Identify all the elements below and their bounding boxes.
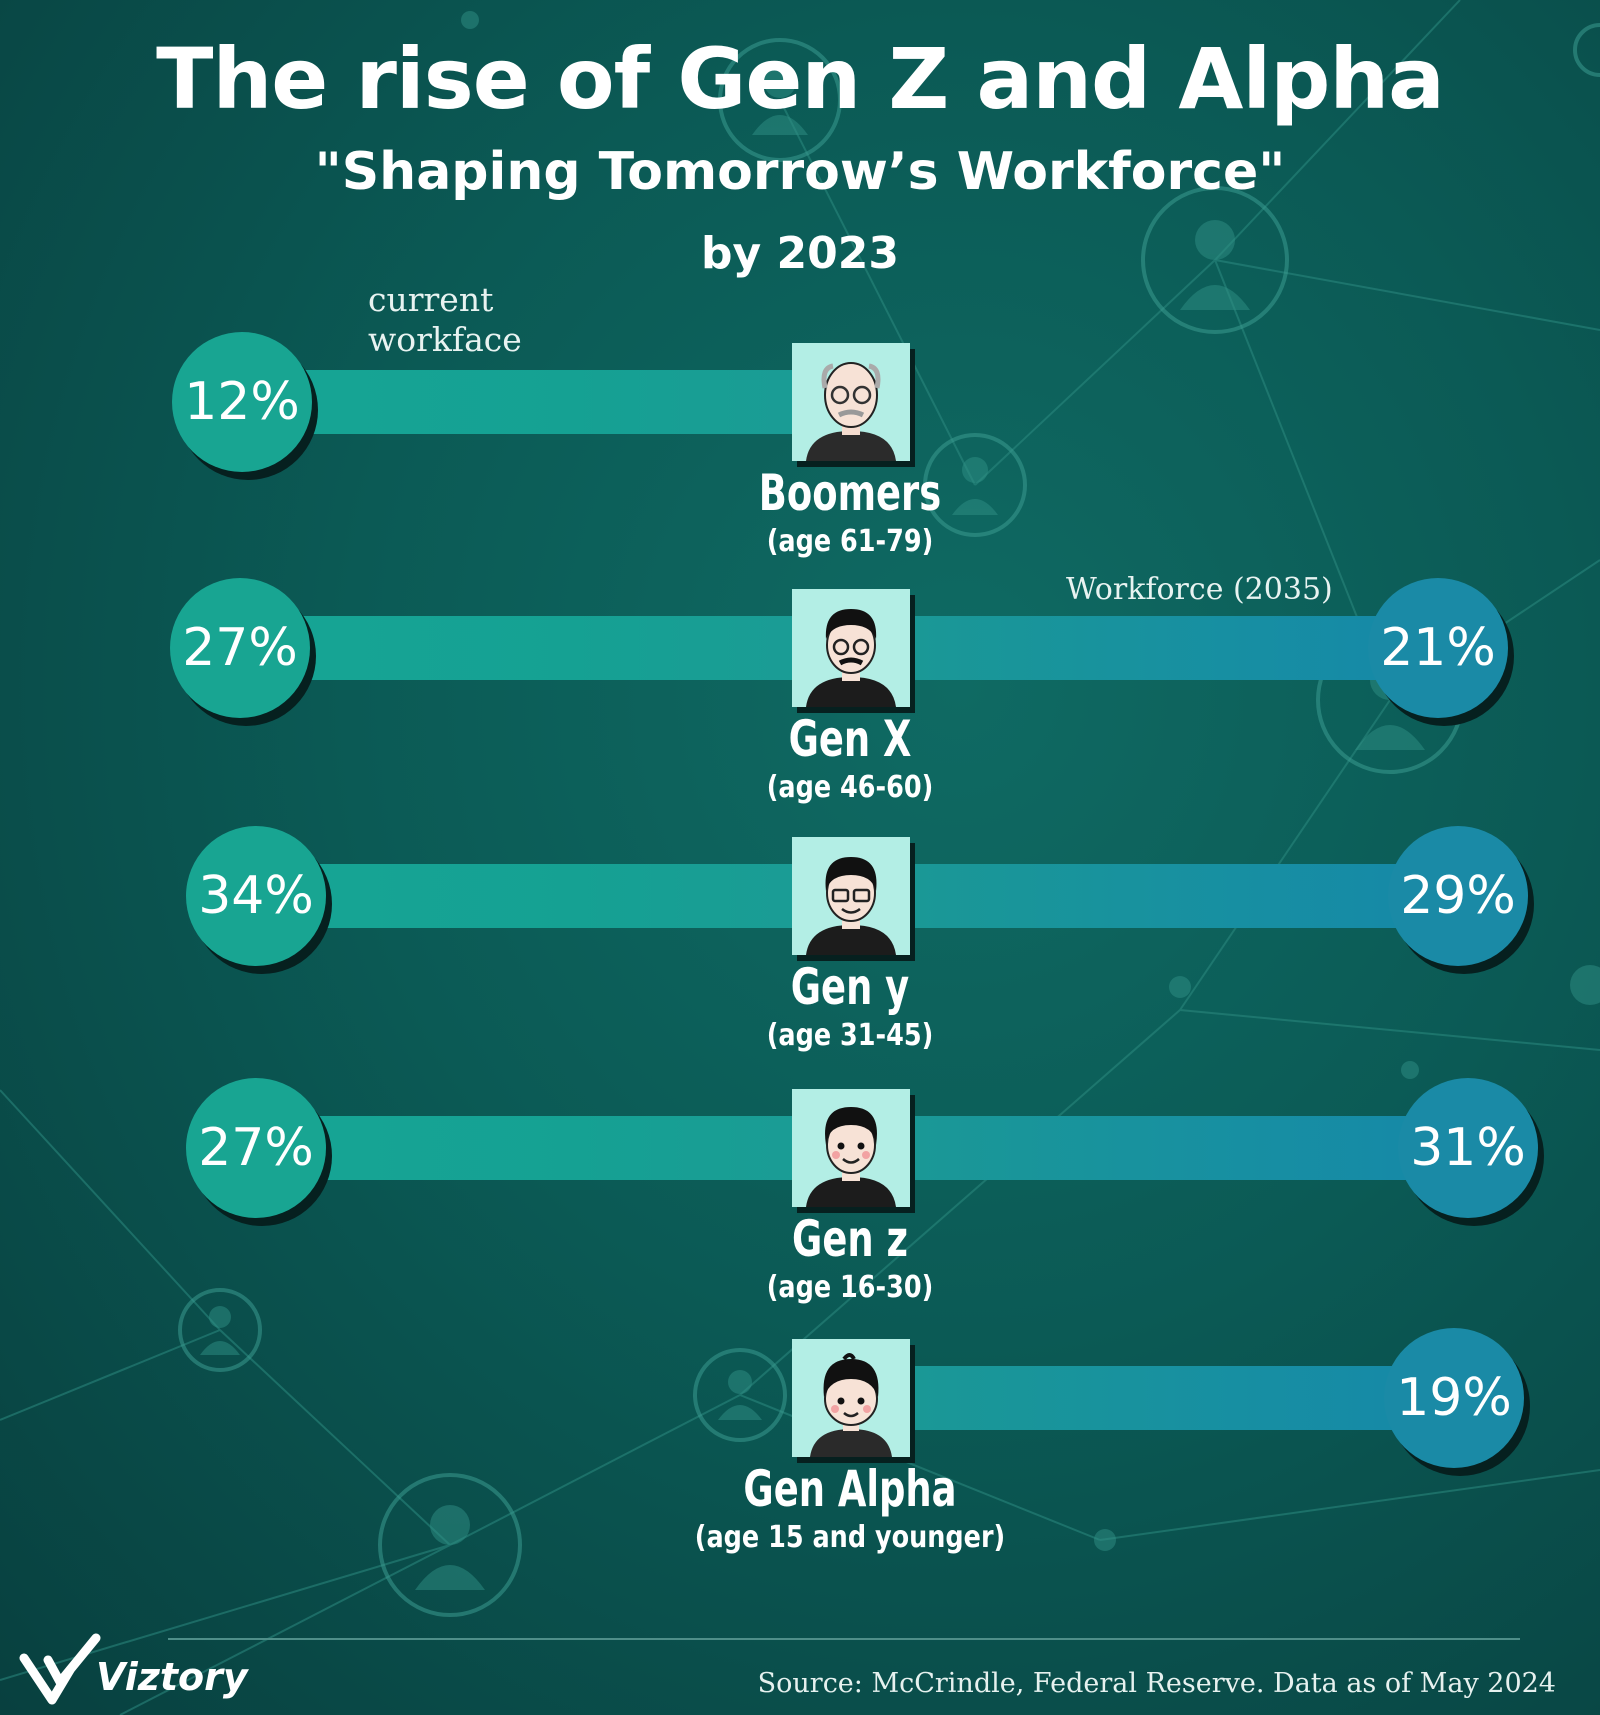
avatar-gen-alpha [792, 1339, 910, 1457]
generation-name-gen-z: Gen z [792, 1210, 908, 1268]
generation-age-gen-y: (age 31-45) [766, 1018, 934, 1053]
current-value-gen-y: 34% [186, 826, 326, 966]
generation-name-gen-alpha: Gen Alpha [743, 1460, 957, 1518]
future-bar-gen-alpha [910, 1366, 1454, 1430]
current-bar-gen-z [256, 1116, 792, 1180]
main-title: The rise of Gen Z and Alpha [156, 30, 1445, 128]
future-value-gen-alpha: 19% [1384, 1328, 1524, 1468]
generation-name-gen-x: Gen X [788, 710, 912, 768]
current-bar-gen-x [240, 616, 792, 680]
future-bar-gen-x [910, 616, 1438, 680]
avatar-gen-x [792, 589, 910, 707]
generation-age-boomers: (age 61-79) [766, 524, 934, 559]
generation-age-gen-alpha: (age 15 and younger) [694, 1520, 1006, 1555]
avatar-gen-z [792, 1089, 910, 1207]
subtitle: "Shaping Tomorrow’s Workforce" [314, 142, 1286, 202]
year-line: by 2023 [701, 228, 899, 279]
footer-divider [168, 1638, 1520, 1640]
generation-age-gen-z: (age 16-30) [766, 1270, 934, 1305]
current-value-boomers: 12% [172, 332, 312, 472]
viztory-logo-icon [19, 1633, 101, 1705]
future-value-gen-x: 21% [1368, 578, 1508, 718]
current-value-gen-x: 27% [170, 578, 310, 718]
current-bar-gen-y [256, 864, 792, 928]
generation-name-boomers: Boomers [758, 464, 942, 522]
current-workforce-label: current workface [368, 280, 522, 359]
current-bar-boomers [242, 370, 792, 434]
future-value-gen-z: 31% [1398, 1078, 1538, 1218]
generation-name-gen-y: Gen y [790, 958, 910, 1016]
future-workforce-label: Workforce (2035) [1066, 572, 1333, 607]
future-bar-gen-z [910, 1116, 1468, 1180]
brand-name: Viztory [96, 1655, 248, 1699]
avatar-gen-y [792, 837, 910, 955]
future-value-gen-y: 29% [1388, 826, 1528, 966]
avatar-boomers [792, 343, 910, 461]
current-value-gen-z: 27% [186, 1078, 326, 1218]
generation-age-gen-x: (age 46-60) [766, 770, 934, 805]
source-note: Source: McCrindle, Federal Reserve. Data… [757, 1668, 1556, 1699]
future-bar-gen-y [910, 864, 1458, 928]
